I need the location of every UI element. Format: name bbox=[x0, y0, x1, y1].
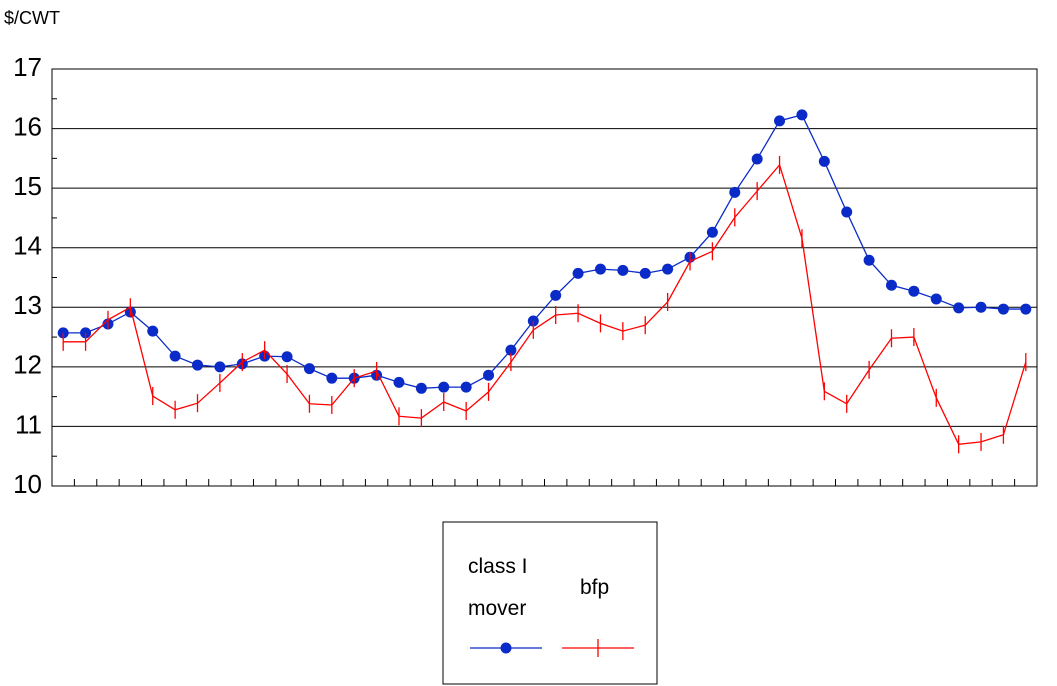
point bbox=[863, 254, 875, 266]
point bbox=[460, 381, 472, 393]
point bbox=[214, 361, 226, 373]
point bbox=[997, 303, 1009, 315]
point bbox=[617, 264, 629, 276]
point bbox=[192, 359, 204, 371]
series-line bbox=[63, 114, 1026, 389]
point bbox=[841, 206, 853, 218]
point bbox=[393, 376, 405, 388]
legend-label: bfp bbox=[580, 576, 610, 599]
point bbox=[415, 382, 427, 394]
y-tick-label: 12 bbox=[13, 350, 42, 380]
point bbox=[975, 301, 987, 313]
y-tick-label: 13 bbox=[13, 290, 42, 320]
point bbox=[729, 186, 741, 198]
point bbox=[751, 153, 763, 165]
y-tick-label: 16 bbox=[13, 111, 42, 141]
point bbox=[594, 263, 606, 275]
plot-frame bbox=[51, 68, 1038, 487]
point bbox=[438, 381, 450, 393]
legend-label: class I mover bbox=[468, 555, 528, 620]
point bbox=[281, 351, 293, 363]
point bbox=[505, 344, 517, 356]
point bbox=[169, 350, 181, 362]
point bbox=[953, 302, 965, 314]
series-line bbox=[63, 163, 1027, 445]
point bbox=[774, 115, 786, 127]
point bbox=[796, 109, 808, 121]
y-axis-label: $/CWT bbox=[4, 8, 60, 28]
point bbox=[706, 226, 718, 238]
point bbox=[930, 293, 942, 305]
y-tick-label: 17 bbox=[13, 52, 42, 82]
point bbox=[326, 372, 338, 384]
legend-box bbox=[442, 521, 658, 685]
point bbox=[639, 267, 651, 279]
y-tick-label: 15 bbox=[13, 171, 42, 201]
point bbox=[818, 155, 830, 167]
point bbox=[550, 289, 562, 301]
point bbox=[147, 325, 159, 337]
point bbox=[483, 369, 495, 381]
point bbox=[303, 363, 315, 375]
point bbox=[572, 267, 584, 279]
y-tick-label: 14 bbox=[13, 231, 42, 261]
point bbox=[908, 285, 920, 297]
point bbox=[1020, 303, 1032, 315]
y-tick-label: 10 bbox=[13, 469, 42, 499]
y-tick-label: 11 bbox=[15, 409, 42, 439]
point bbox=[885, 279, 897, 291]
legend-marker bbox=[500, 642, 512, 654]
point bbox=[662, 263, 674, 275]
